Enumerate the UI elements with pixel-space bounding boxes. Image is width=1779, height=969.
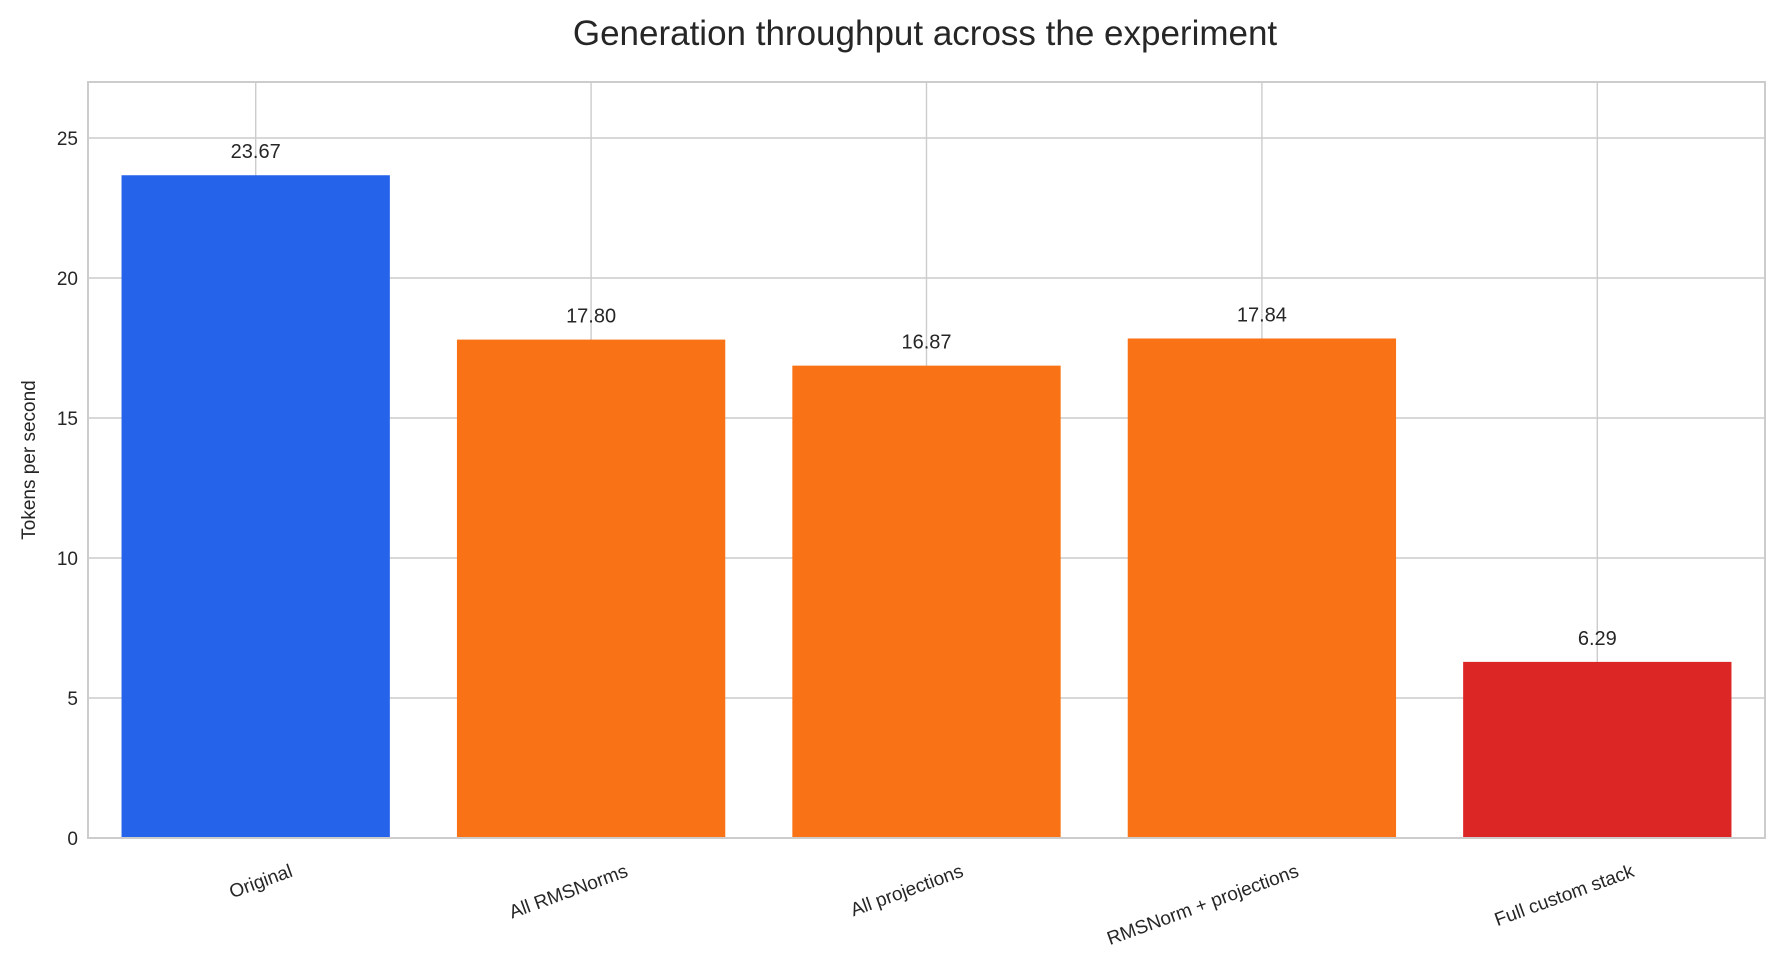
bar-data-label: 17.84 — [1237, 304, 1287, 326]
bar-data-label: 17.80 — [566, 306, 616, 328]
x-tick-label: All projections — [848, 861, 966, 921]
plot-frame — [87, 81, 1766, 839]
y-axis-ticks: 0 5 10 15 20 25 — [57, 129, 78, 850]
x-axis-ticks: Original All RMSNorms All projections RMSNo… — [227, 861, 1638, 950]
bar — [456, 339, 726, 838]
bar-data-label: 6.29 — [1578, 628, 1617, 650]
bar-data-label: 16.87 — [901, 332, 951, 354]
bar — [792, 365, 1061, 838]
y-tick-label: 0 — [67, 829, 78, 850]
y-tick-label: 5 — [67, 689, 78, 710]
y-tick-label: 10 — [57, 549, 78, 570]
x-tick-label: RMSNorm + projections — [1104, 861, 1301, 950]
bar — [1463, 661, 1732, 838]
bars — [121, 175, 1732, 839]
y-tick-label: 25 — [57, 129, 78, 150]
bar-data-label: 23.67 — [231, 141, 281, 163]
bar — [121, 175, 390, 839]
y-tick-label: 20 — [57, 269, 78, 290]
x-tick-label: All RMSNorms — [507, 861, 631, 923]
x-tick-label: Full custom stack — [1492, 861, 1638, 931]
y-axis-label: Tokens per second — [19, 380, 40, 540]
y-tick-label: 15 — [57, 409, 78, 430]
bar — [1127, 338, 1397, 838]
chart-title: Generation throughput across the experim… — [573, 14, 1278, 53]
x-tick-label: Original — [227, 861, 296, 903]
data-labels: 23.67 17.80 16.87 17.84 6.29 — [231, 141, 1617, 650]
